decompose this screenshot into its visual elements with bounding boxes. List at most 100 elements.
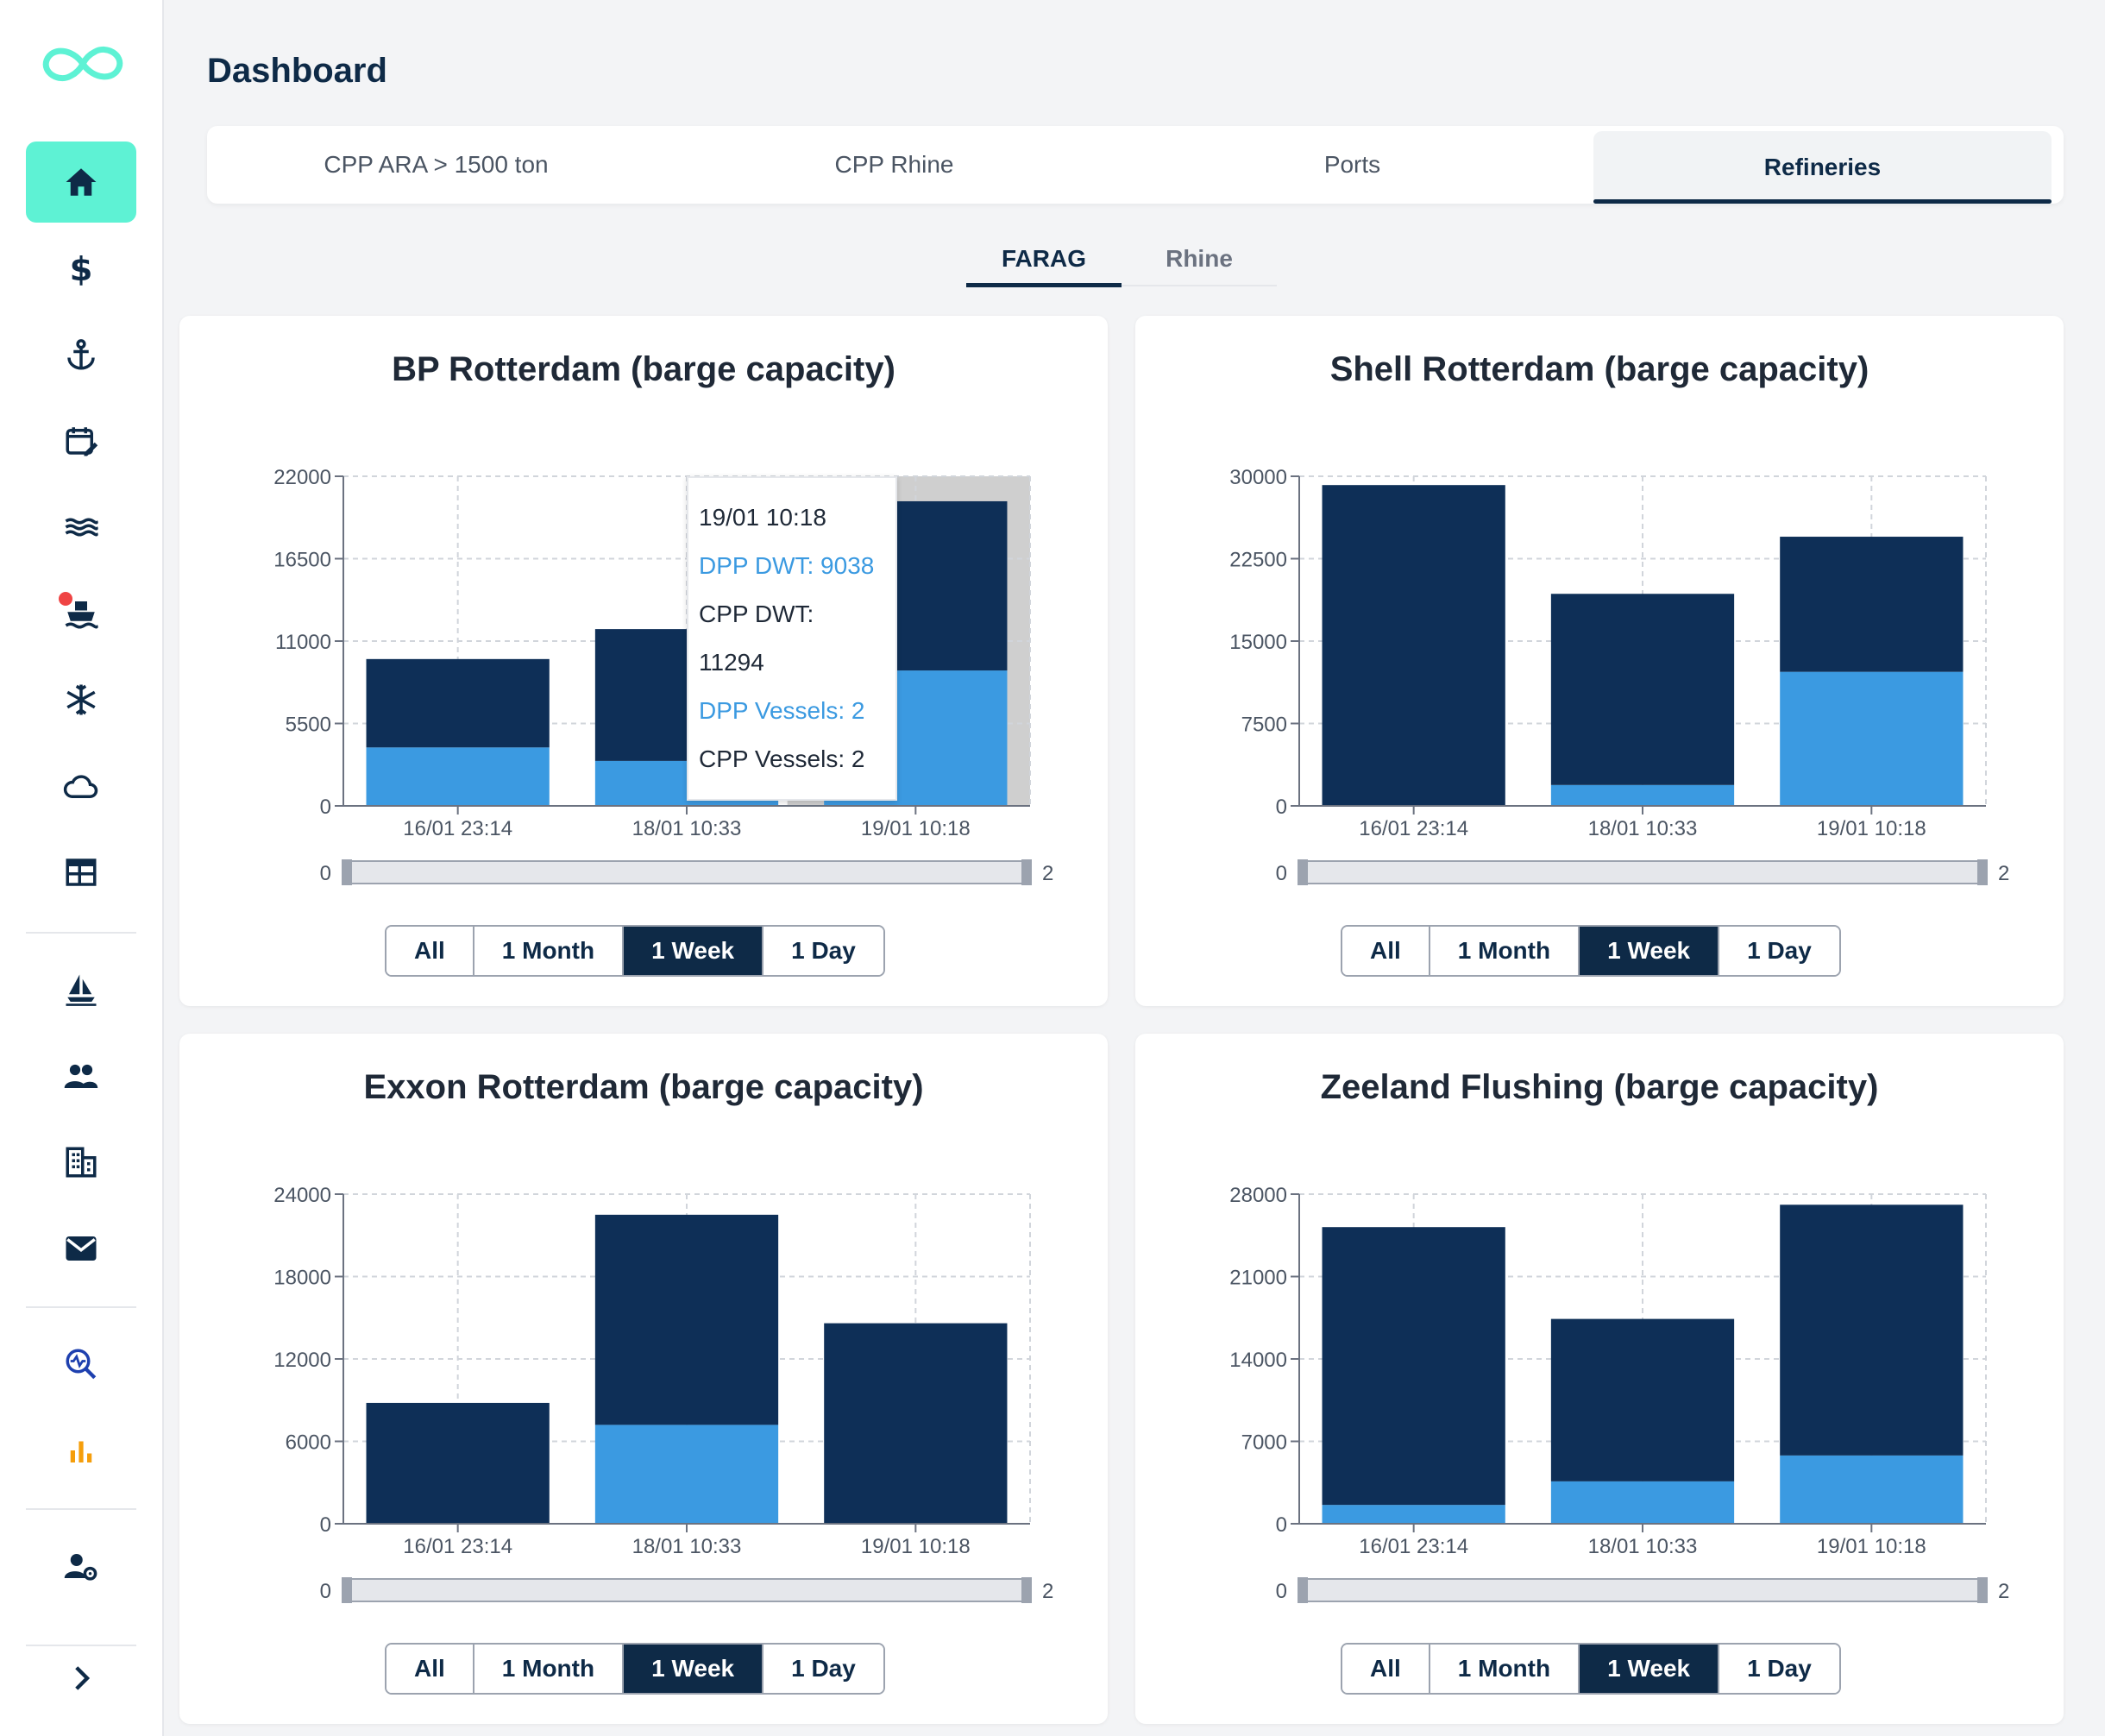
nav-ports[interactable] xyxy=(26,314,136,395)
y-tick-label: 28000 xyxy=(1229,1184,1287,1207)
x-tick-label: 19/01 10:18 xyxy=(1817,817,1926,840)
tooltip-cpp-dwt: CPP DWT: 11294 xyxy=(699,601,814,676)
y-tick-label: 0 xyxy=(1276,796,1287,819)
bar-chart: 0 7500 15000 22500 30000 16/01 23:14 18/01 10:… xyxy=(1229,466,2009,885)
bar-cpp xyxy=(1780,537,1964,672)
range-slider-track xyxy=(1298,1578,1987,1602)
range-day-button[interactable]: 1 Day xyxy=(763,1645,883,1693)
range-month-button[interactable]: 1 Month xyxy=(1430,1645,1580,1693)
nav-users[interactable] xyxy=(26,1035,136,1116)
tab-cpp-ara[interactable]: CPP ARA > 1500 ton xyxy=(324,151,549,178)
people-icon xyxy=(64,1064,98,1088)
range-week-button[interactable]: 1 Week xyxy=(624,927,764,975)
y-tick-label: 12000 xyxy=(273,1349,331,1372)
nav-home[interactable] xyxy=(26,142,136,223)
nav-companies[interactable] xyxy=(26,1122,136,1203)
tooltip-dpp-vessels: DPP Vessels: 2 xyxy=(699,697,865,724)
x-tick-label: 16/01 23:14 xyxy=(1359,817,1468,840)
y-tick-label: 22000 xyxy=(273,466,331,489)
svg-text:$: $ xyxy=(70,250,93,286)
range-week-button[interactable]: 1 Week xyxy=(624,1645,764,1693)
nav-water[interactable] xyxy=(26,487,136,568)
app-logo[interactable] xyxy=(40,38,126,90)
slider-min-label: 0 xyxy=(1276,1580,1287,1603)
subtab-farag[interactable]: FARAG xyxy=(966,233,1122,287)
nav-admin[interactable] xyxy=(26,1525,136,1607)
range-slider-handle-left[interactable] xyxy=(342,859,352,885)
range-week-button[interactable]: 1 Week xyxy=(1580,927,1720,975)
x-tick-label: 16/01 23:14 xyxy=(403,1535,512,1558)
subtab-rhine[interactable]: Rhine xyxy=(1166,245,1233,272)
nav-reports[interactable] xyxy=(26,832,136,913)
range-slider-track xyxy=(342,1578,1031,1602)
tab-ports[interactable]: Ports xyxy=(1323,151,1381,178)
range-selector: All 1 Month 1 Week 1 Day xyxy=(385,1643,885,1695)
sidebar-expand-button[interactable] xyxy=(26,1639,136,1717)
range-month-button[interactable]: 1 Month xyxy=(474,927,625,975)
nav-vessels[interactable] xyxy=(26,573,136,654)
nav-schedule[interactable] xyxy=(26,400,136,481)
tab-cpp-rhine[interactable]: CPP Rhine xyxy=(834,151,954,178)
range-slider-handle-right[interactable] xyxy=(1021,1577,1032,1603)
bar-dpp xyxy=(1322,1505,1505,1524)
range-day-button[interactable]: 1 Day xyxy=(763,927,883,975)
slider-max-label: 2 xyxy=(1042,1580,1053,1603)
y-tick-label: 6000 xyxy=(286,1431,331,1455)
nav-fleet[interactable] xyxy=(26,949,136,1030)
bar-cpp xyxy=(1322,485,1505,806)
range-slider-handle-left[interactable] xyxy=(342,1577,352,1603)
bar-cpp xyxy=(824,1323,1008,1524)
x-tick-label: 16/01 23:14 xyxy=(403,817,512,840)
nav-monitoring[interactable] xyxy=(26,1324,136,1405)
range-slider-handle-right[interactable] xyxy=(1021,859,1032,885)
tab-refineries[interactable]: Refineries xyxy=(1593,131,2052,204)
bar-dpp xyxy=(1550,784,1735,806)
range-month-button[interactable]: 1 Month xyxy=(474,1645,625,1693)
bar-dpp xyxy=(366,747,550,806)
nav-statistics[interactable] xyxy=(26,1410,136,1491)
range-slider-handle-right[interactable] xyxy=(1977,859,1988,885)
building-icon xyxy=(66,1147,97,1178)
y-tick-label: 14000 xyxy=(1229,1349,1287,1372)
chevron-right-icon xyxy=(75,1666,91,1690)
y-tick-label: 15000 xyxy=(1229,631,1287,654)
range-slider-handle-left[interactable] xyxy=(1298,859,1308,885)
range-all-button[interactable]: All xyxy=(386,927,474,975)
range-slider-handle-right[interactable] xyxy=(1977,1577,1988,1603)
y-tick-label: 0 xyxy=(320,1513,331,1537)
nav-finance[interactable]: $ xyxy=(26,228,136,309)
chart-tooltip: 19/01 10:18 DPP DWT: 9038 CPP DWT: 11294… xyxy=(687,476,897,801)
bar-cpp xyxy=(594,1214,779,1425)
range-day-button[interactable]: 1 Day xyxy=(1719,927,1839,975)
range-day-button[interactable]: 1 Day xyxy=(1719,1645,1839,1693)
ship-icon xyxy=(65,601,98,629)
x-tick-label: 19/01 10:18 xyxy=(1817,1535,1926,1558)
chart-card-zeeland: Zeeland Flushing (barge capacity) 0 7000 1… xyxy=(1135,1034,2064,1724)
range-all-button[interactable]: All xyxy=(1342,927,1430,975)
page-title: Dashboard xyxy=(207,52,387,90)
x-tick-label: 18/01 10:33 xyxy=(1588,817,1698,840)
range-week-button[interactable]: 1 Week xyxy=(1580,1645,1720,1693)
bar-chart: 0 7000 14000 21000 28000 16/01 23:14 18/01 10:… xyxy=(1229,1184,2009,1603)
y-tick-label: 0 xyxy=(320,796,331,819)
bar-cpp xyxy=(366,658,550,748)
bar-dpp xyxy=(1780,1455,1964,1524)
nav-messages[interactable] xyxy=(26,1208,136,1289)
x-tick-label: 19/01 10:18 xyxy=(861,1535,971,1558)
chart-title: BP Rotterdam (barge capacity) xyxy=(392,350,895,388)
cloud-icon xyxy=(63,775,98,798)
x-tick-label: 18/01 10:33 xyxy=(632,1535,742,1558)
slider-min-label: 0 xyxy=(320,1580,331,1603)
chart-title: Exxon Rotterdam (barge capacity) xyxy=(363,1068,924,1106)
x-tick-label: 18/01 10:33 xyxy=(632,817,742,840)
home-icon xyxy=(66,168,97,196)
nav-weather[interactable] xyxy=(26,745,136,827)
range-slider-handle-left[interactable] xyxy=(1298,1577,1308,1603)
x-tick-label: 16/01 23:14 xyxy=(1359,1535,1468,1558)
range-selector: All 1 Month 1 Week 1 Day xyxy=(385,925,885,977)
mail-icon xyxy=(66,1236,97,1261)
range-all-button[interactable]: All xyxy=(1342,1645,1430,1693)
range-month-button[interactable]: 1 Month xyxy=(1430,927,1580,975)
range-all-button[interactable]: All xyxy=(386,1645,474,1693)
nav-freeze[interactable] xyxy=(26,659,136,740)
